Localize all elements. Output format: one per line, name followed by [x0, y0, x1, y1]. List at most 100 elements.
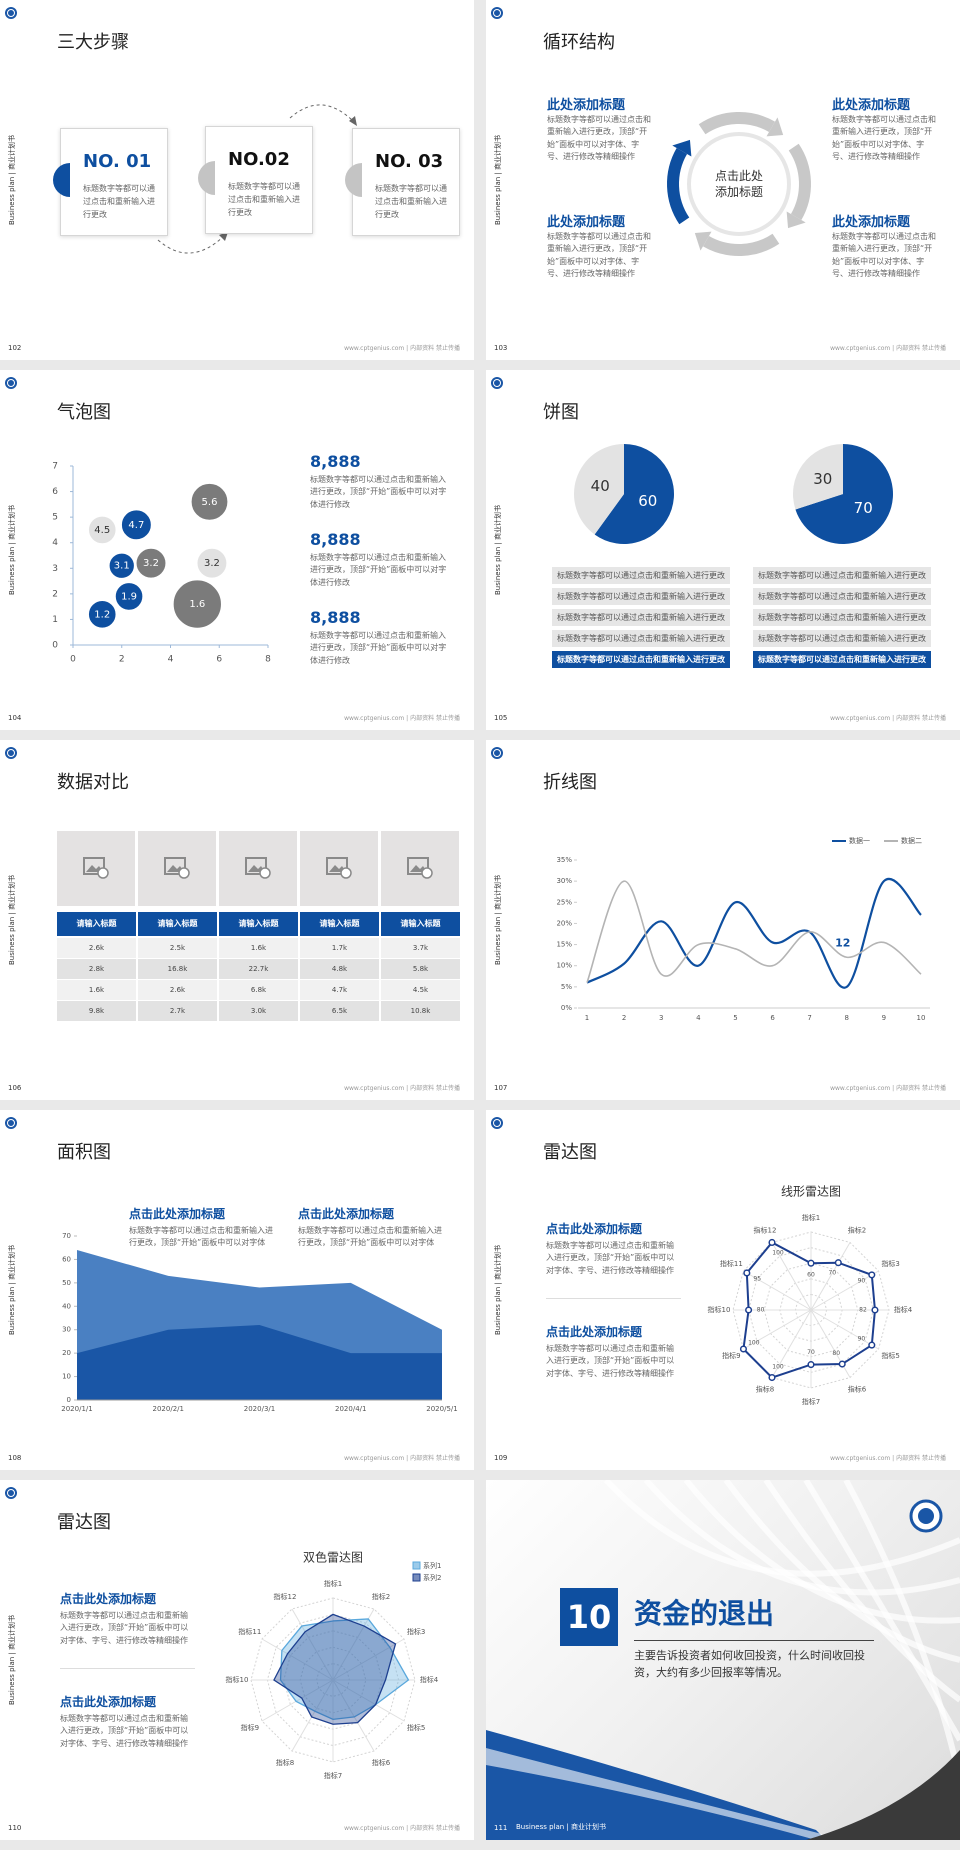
logo-ring: [493, 749, 501, 757]
spoke: [810, 1309, 879, 1350]
cycle-arc: [667, 148, 690, 225]
stat-value: 8,888: [310, 530, 361, 549]
bubble: [87, 600, 117, 629]
spoke: [771, 1309, 812, 1378]
pie-slice: [793, 444, 843, 510]
side-label: Business plan | 商业计划书: [494, 1244, 502, 1336]
pie-label: 30: [813, 470, 832, 488]
side-label: Business plan | 商业计划书: [516, 1823, 607, 1831]
data-label: 100: [772, 1364, 784, 1371]
slide-title: 三大步骤: [57, 32, 129, 53]
bubble-label: 1.6: [189, 599, 205, 610]
note-heading: 点击此处添加标题: [546, 1325, 643, 1339]
slide: Business plan | 商业计划书 106 www.cptgenius.co…: [0, 740, 474, 1100]
bubble: [172, 579, 222, 629]
icon-plus: [340, 867, 352, 879]
x-tick-label: 2020/2/1: [153, 1405, 184, 1413]
line-series: [586, 877, 922, 989]
section-rule: [634, 1640, 874, 1641]
block-text: 标题数字等都可以通过点击和重新输入进行更改，顶部“开始”面板中可以对字体、字号、…: [832, 115, 936, 162]
note-heading: 点击此处添加标题: [546, 1222, 643, 1236]
y-tick-label: 4: [52, 538, 58, 548]
section-text: 主要告诉投资者如何收回投资，什么时间收回投资，大约有多少回报率等情况。: [634, 1649, 865, 1679]
logo-ring: [7, 1119, 15, 1127]
table-cell: 3.0k: [219, 1001, 298, 1021]
x-tick-label: 6: [770, 1014, 775, 1022]
list-item: 标题数字等都可以通过点击和重新输入进行更改: [753, 609, 931, 626]
note-text: 标题数字等都可以通过点击和重新输入进行更改，顶部“开始”面板中可以对字体、字号、…: [60, 1714, 189, 1748]
deco-wave-blue: [486, 1730, 826, 1840]
x-tick-label: 2: [622, 1014, 626, 1022]
slide-graphics: [5, 747, 17, 759]
radar-point: [868, 1341, 876, 1349]
bubble-label: 3.1: [114, 561, 130, 572]
step-label: NO. 03: [375, 151, 444, 172]
bubble-label: 1.2: [94, 609, 110, 620]
x-tick-label: 10: [917, 1014, 926, 1022]
radar-point: [868, 1271, 876, 1279]
image-placeholder: [381, 831, 459, 906]
y-tick-label: 3: [52, 564, 58, 574]
slide: Business plan | 商业计划书 103 www.cptgenius.co…: [486, 0, 960, 360]
block-text: 标题数字等都可以通过点击和重新输入进行更改，顶部“开始”面板中可以对字体、字号、…: [547, 232, 651, 279]
spoke: [332, 1638, 405, 1681]
stat-value: 8,888: [310, 452, 361, 471]
slide-graphics: 60 40 70 30: [491, 377, 893, 544]
step-label: NO.02: [228, 149, 290, 170]
footer: www.cptgenius.com | 内部资料 禁止传播: [344, 1085, 460, 1092]
table-cell: 2.6k: [138, 980, 217, 1000]
spoke: [291, 1679, 334, 1752]
x-tick-label: 2020/3/1: [244, 1405, 275, 1413]
x-tick-label: 2: [119, 655, 125, 665]
table-cell: 1.6k: [219, 938, 298, 958]
image-icon: [326, 857, 352, 879]
section-title: 资金的退出: [634, 1597, 775, 1630]
icon-frame: [164, 857, 186, 875]
icon-plus: [178, 867, 190, 879]
y-tick-label: 35%: [556, 856, 572, 864]
deco-wave-dark: [806, 1750, 960, 1840]
slide-title: 数据对比: [57, 772, 129, 793]
y-tick-label: 50: [62, 1279, 71, 1287]
pie-label: 40: [591, 477, 610, 495]
side-label: Business plan | 商业计划书: [8, 134, 16, 226]
pie-slice: [795, 444, 893, 544]
logo-ring: [493, 9, 501, 17]
data-label: 12: [835, 936, 850, 949]
y-tick-label: 40: [62, 1302, 71, 1310]
block-heading: 此处添加标题: [832, 215, 911, 230]
stat-text: 标题数字等都可以通过点击和重新输入进行更改，顶部“开始”面板中可以对字体进行修改: [310, 631, 447, 665]
legend-label: 数据一: [849, 836, 870, 845]
divider: [546, 1298, 681, 1299]
note-heading: 点击此处添加标题: [60, 1695, 157, 1709]
footer: www.cptgenius.com | 内部资料 禁止传播: [830, 345, 946, 352]
y-tick-label: 5: [52, 513, 58, 523]
connector: [289, 104, 355, 123]
y-tick-label: 7: [52, 462, 58, 472]
pie-label: 70: [854, 499, 873, 517]
axis-label: 指标12: [274, 1592, 297, 1601]
data-label: 90: [858, 1336, 866, 1343]
slide-graphics: [486, 1480, 960, 1840]
logo-ring: [7, 9, 15, 17]
arrowhead: [219, 232, 228, 241]
cycle-arc: [703, 233, 780, 256]
slide: 双色雷达图 指标1 指标2 指标3 指标4 指标5 指标6 指标7 指标8 指标9 指标10 指标11…: [0, 1480, 474, 1840]
step-text: 标题数字等都可以通过点击和重新输入进行更改: [375, 184, 447, 219]
y-tick-label: 70: [62, 1232, 71, 1240]
x-tick-label: 0: [70, 655, 76, 665]
axis-label: 指标3: [407, 1627, 425, 1636]
side-label: Business plan | 商业计划书: [494, 504, 502, 596]
logo: [491, 747, 503, 759]
x-tick-label: 2020/5/1: [426, 1405, 457, 1413]
x-tick-label: 7: [807, 1014, 811, 1022]
radar-point: [768, 1238, 776, 1247]
spoke: [332, 1608, 375, 1681]
icon-frame: [245, 857, 267, 875]
bubble-label: 4.7: [128, 520, 144, 531]
deco-line: [843, 1480, 960, 1781]
footer: www.cptgenius.com | 内部资料 禁止传播: [344, 1455, 460, 1462]
list-item: 标题数字等都可以通过点击和重新输入进行更改: [552, 588, 730, 605]
list-item: 标题数字等都可以通过点击和重新输入进行更改: [753, 651, 931, 668]
y-tick-label: 20: [62, 1349, 71, 1357]
